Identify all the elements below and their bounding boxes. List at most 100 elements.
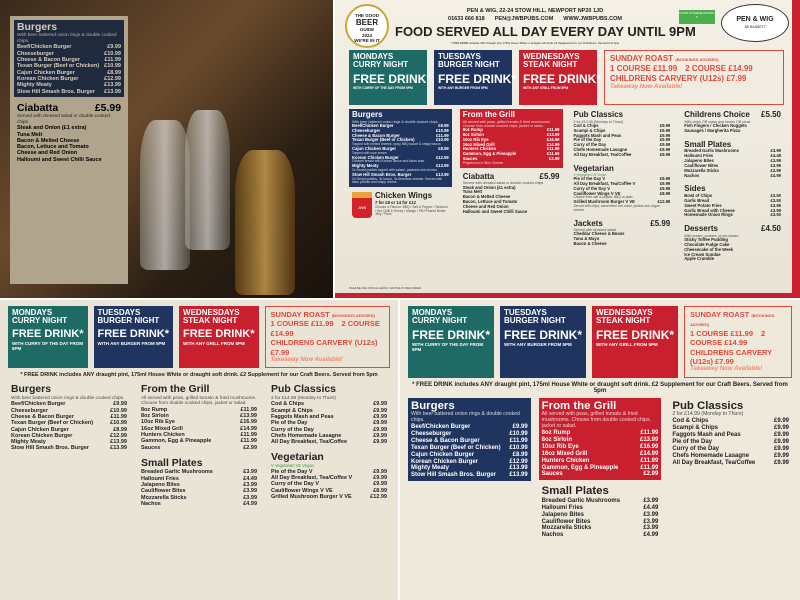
menu-item: Breaded Garlic Mushrooms £3.99 <box>542 498 659 505</box>
item-name: Jalapeno Bites <box>541 511 585 518</box>
menu-item: Sweet Potato Fries £3.99 <box>684 203 781 209</box>
item-name: Jalapeno Bites <box>141 482 180 489</box>
day-condition: WITH ANY BURGER FROM 5PM <box>504 342 572 348</box>
item-price: £9.99 <box>774 452 790 459</box>
item-name: Korean Chicken Burger <box>11 432 73 439</box>
item-price: £13.99 <box>509 465 528 472</box>
free-drink-note: * FREE DRINK includes ANY draught pint, … <box>20 372 378 379</box>
item-name: Garlic Bread <box>684 197 710 203</box>
menu-item: Korean Chicken Burger £12.99 <box>411 459 528 466</box>
item-price: £10.99 <box>509 431 528 438</box>
day-condition: WITH ANY GRILL FROM 5PM <box>523 86 569 91</box>
menu-item: Mighty Meaty £13.99 <box>411 465 528 472</box>
item-name: Sauces <box>141 444 161 451</box>
item-price: £4.49 <box>770 153 781 159</box>
section-subtitle: With chips OR mash and beans OR peas <box>684 119 751 124</box>
item-name: Cod & Chips <box>573 122 599 128</box>
item-price: £9.99 <box>659 132 671 138</box>
menu-item: Cheeseburger £10.99 <box>352 128 449 134</box>
section-subtitle: All served with peas, grilled tomato & f… <box>462 119 551 128</box>
free-drink: FREE DRINK* <box>12 327 84 340</box>
menu-item: Bacon & Melted Cheese <box>17 138 121 144</box>
item-price: £13.99 <box>104 88 121 95</box>
item-name: Cajun Chicken Burger <box>11 426 69 433</box>
item-name: Nachos <box>684 172 700 178</box>
item-name: 16oz Mixed Grill <box>141 425 183 432</box>
item-name: Korean Chicken Burger <box>352 154 399 160</box>
item-name: Tuna Melt <box>17 131 43 138</box>
item-name: Chefs Homemade Lasagne <box>672 452 750 459</box>
menu-flat: THE GOOD BEER GUIDE 2024 WE'RE IN IT PEN & WI… <box>335 0 800 298</box>
item-name: Mozzarella Sticks <box>541 525 592 532</box>
item-price: £11.99 <box>546 127 560 133</box>
photo-menu-closeup-right: MONDAYS CURRY NIGHT FREE DRINK* WITH CURRY … <box>400 300 800 600</box>
item-price: £4.99 <box>770 172 781 178</box>
item-price: £10.99 <box>509 444 528 451</box>
menu-item: Cheese & Bacon Burger £11.99 <box>411 438 528 445</box>
section-title-text: Pub Classics <box>573 110 624 119</box>
day-offer-1: TUESDAYS BURGER NIGHT FREE DRINK* WITH ANY … <box>500 306 587 378</box>
item-name: Pie of the Day <box>573 137 602 143</box>
item-price: £10.99 <box>110 420 127 427</box>
item-name: Grilled Mushroom Burger V VE <box>573 199 635 205</box>
menu-item: Nachos £4.99 <box>141 501 257 507</box>
menu-item: Curry of the Day V £9.99 <box>573 185 671 192</box>
item-price: £9.99 <box>659 176 671 182</box>
free-drink: FREE DRINK* <box>504 327 583 342</box>
item-price: £4.99 <box>243 500 257 507</box>
item-name: Cod & Chips <box>672 418 709 425</box>
childrens-carvery: CHILDRENS CARVERY (U12s) £7.99 <box>610 74 747 83</box>
item-price: £9.99 <box>373 407 387 414</box>
item-name: Steak and Onion (£1 extra) <box>462 184 516 190</box>
wings-price: 7 for £8 or 14 for £12 <box>375 199 416 205</box>
item-note: Peppercorn or Blue Cheese <box>462 160 504 165</box>
item-name: Cajun Chicken Burger <box>352 146 396 151</box>
item-price: £13.99 <box>639 436 659 443</box>
item-name: 8oz Sirloin <box>541 436 573 443</box>
menu-item: Halloumi and Sweet Chilli Sauce <box>17 157 121 163</box>
item-price: £11.99 <box>640 457 659 464</box>
logo-text: BEER <box>355 18 379 28</box>
item-name: Mozzarella Sticks <box>684 167 719 173</box>
menu-item: Curry of the Day £9.99 <box>271 427 387 433</box>
item-price: £11.99 <box>546 146 560 152</box>
item-name: Breaded Garlic Mushrooms <box>141 469 213 476</box>
wings-flavours: Choose a Flavour: BBQ / Salt & Pepper / … <box>375 204 448 217</box>
item-price: £12.99 <box>110 432 127 439</box>
sunday-roast-box: SUNDAY ROAST (BOOKINGS ADVISED) 1 COURSE … <box>604 50 784 105</box>
menu-item: Bacon & Cheese <box>574 241 671 247</box>
item-price: £9.99 <box>373 420 387 427</box>
menu-item: Scampi & Chips £9.99 <box>271 408 387 414</box>
item-name: Curry of the Day V <box>573 185 611 191</box>
item-price: £13.99 <box>435 171 449 177</box>
menu-item: Beef/Chicken Burger £9.99 <box>411 424 528 431</box>
item-name: All Day Breakfast, Tea/Coffee <box>271 439 348 446</box>
menu-column: Childrens Choice £5.50 With chips OR mash … <box>681 109 784 264</box>
childrens-carvery: CHILDRENS CARVERY (U12s) £7.99 <box>690 347 773 366</box>
item-name: Gammon, Egg & Pineapple <box>141 438 212 445</box>
menu-item: Cheese & Bacon Burger £11.99 <box>11 414 127 420</box>
menu-item: Garlic Bread with Cheese £3.99 <box>684 208 781 214</box>
menu-item: Nachos £4.99 <box>684 172 781 179</box>
menu-item: Cheese & Bacon Burger £11.99 <box>352 133 449 139</box>
menu-section-grill: From the Grill All served with peas, gril… <box>459 109 563 168</box>
menu-item: Faggots Mash and Peas £9.99 <box>574 132 671 139</box>
item-price: £9.99 <box>659 185 671 191</box>
menu-item: Cheeseburger £10.99 <box>411 431 528 438</box>
free-drink: FREE DRINK* <box>523 71 602 86</box>
day-offer-0: MONDAYS CURRY NIGHT FREE DRINK* WITH CURRY … <box>408 306 495 378</box>
day-offer-0: MONDAYS CURRY NIGHT FREE DRINK* WITH CURRY … <box>8 306 88 369</box>
day-title: TUESDAYS <box>438 52 481 61</box>
item-price: £11.99 <box>546 151 560 157</box>
course-prices: 1 COURSE £11.99 2 COURSE £14.99 <box>271 319 384 338</box>
section-title: Childrens Choice £5.50 <box>684 110 781 120</box>
item-name: 10oz Rib Eye <box>541 443 579 450</box>
item-note: Topped with sour cream <box>352 150 387 155</box>
menu-item: Cauliflower Bites £3.99 <box>684 163 781 169</box>
day-theme: CURRY NIGHT <box>353 60 409 70</box>
day-title: TUESDAYS <box>504 308 547 317</box>
item-price: £4.99 <box>643 532 659 539</box>
menu-columns: Burgers With beer battered onion rings & … <box>349 109 784 264</box>
section-title-text: From the Grill <box>541 399 617 412</box>
item-price: £9.99 <box>373 468 387 475</box>
